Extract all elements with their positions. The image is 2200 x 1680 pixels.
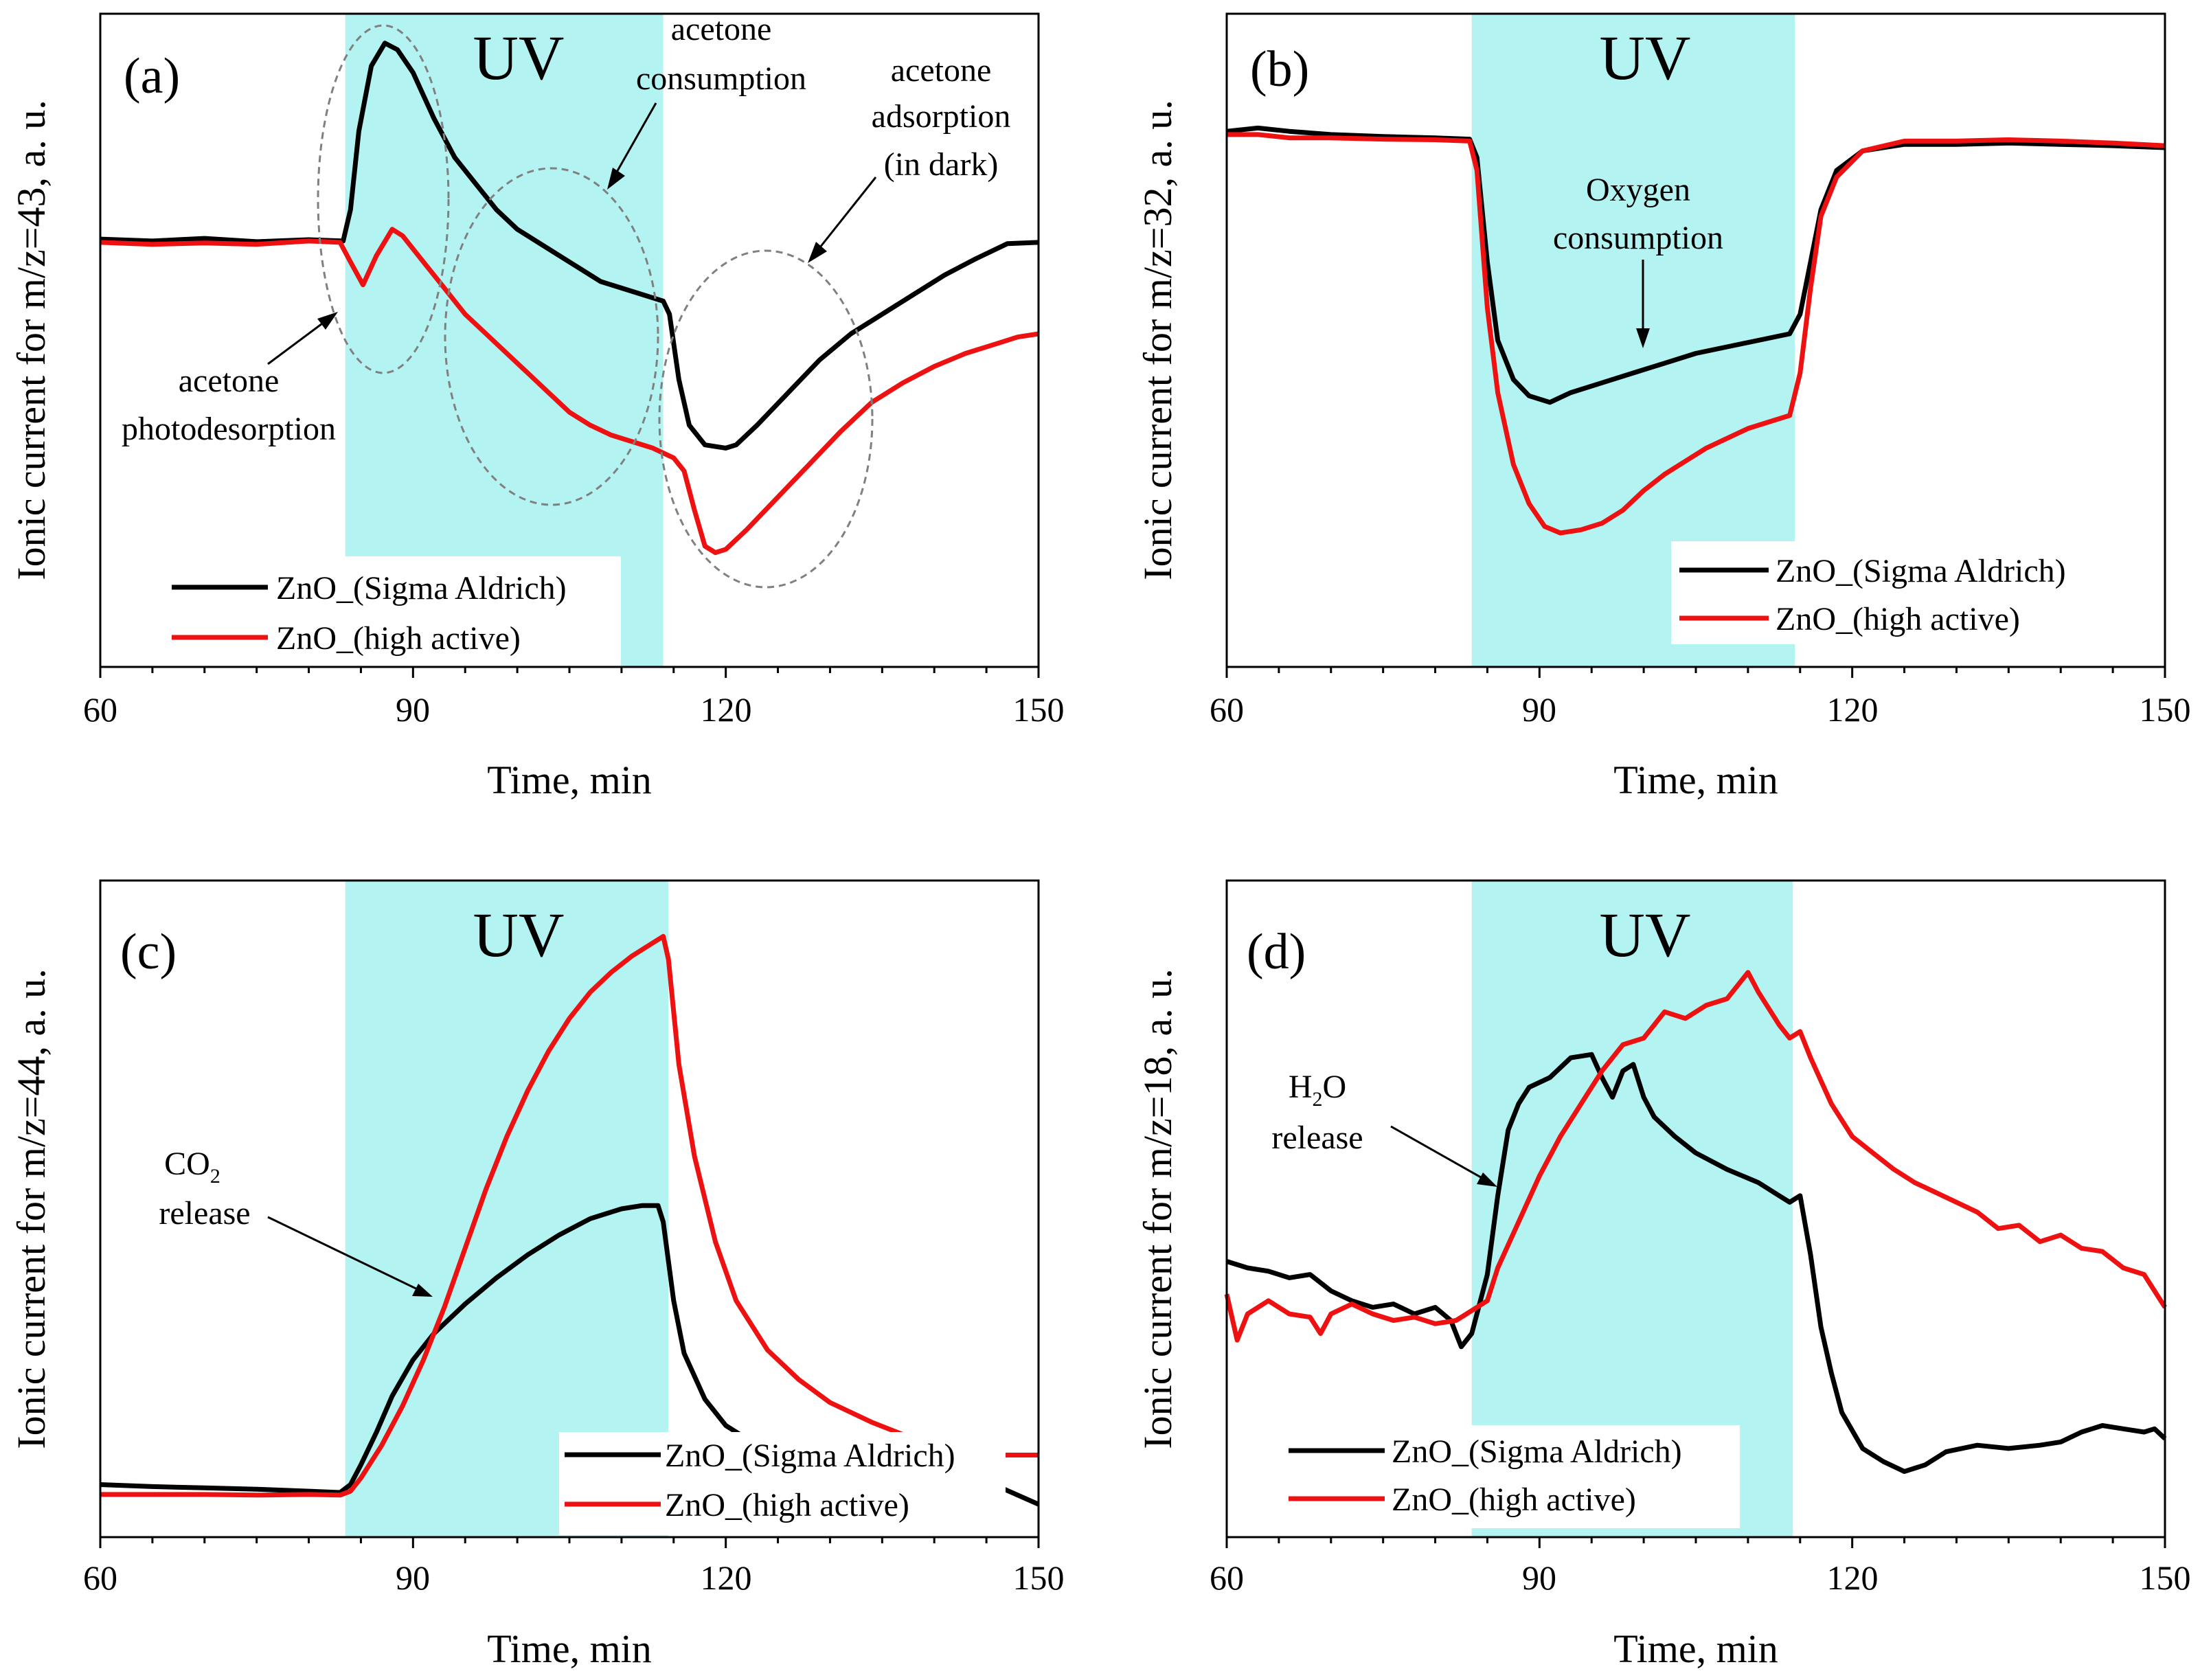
x-ticks-b (1225, 667, 2166, 678)
legend-label-red-d: ZnO_(high active) (1392, 1482, 1636, 1518)
guide-ellipse-consumption (444, 167, 659, 506)
line-high-active-b (1227, 132, 2166, 536)
arrow-adsorption (810, 177, 877, 258)
legend-label-black-d: ZnO_(Sigma Aldrich) (1392, 1433, 1682, 1470)
x-axis-title-a: Time, min (487, 758, 652, 802)
tick-label-a-60: 60 (83, 690, 117, 729)
tick-label-a-90: 90 (396, 690, 430, 729)
x-ticks-c (99, 1537, 1040, 1548)
legend-label-red-b: ZnO_(high active) (1776, 601, 2020, 637)
y-axis-title-d: Ionic current for m/z=18, a. u. (1135, 968, 1180, 1449)
annot-consumption-1: acetone (671, 11, 772, 47)
panel-label-c: (c) (120, 924, 177, 980)
panel-d: UV (d) H2O release ZnO_(Sigma Aldrich) Z… (1135, 879, 2191, 1671)
tick-label-c-60: 60 (83, 1558, 117, 1597)
arrow-head-co2 (412, 1284, 433, 1297)
y-axis-title-a: Ionic current for m/z=43, a. u. (9, 100, 54, 580)
x-axis-title-b: Time, min (1613, 758, 1778, 802)
uv-label-a: UV (473, 23, 565, 93)
legend-label-black-c: ZnO_(Sigma Aldrich) (665, 1438, 955, 1474)
panel-label-a: (a) (124, 48, 180, 104)
legend-label-black-a: ZnO_(Sigma Aldrich) (276, 570, 567, 606)
tick-label-b-120: 120 (1827, 690, 1879, 729)
legend-d (1283, 1425, 1740, 1528)
panel-label-d: (d) (1247, 924, 1306, 980)
legend-label-red-c: ZnO_(high active) (665, 1487, 909, 1523)
arrow-head-adsorption (808, 242, 827, 263)
annot-adsorption-1: acetone (891, 52, 992, 89)
uv-label-b: UV (1600, 23, 1691, 93)
panel-b: UV (b) Oxygen consumption ZnO_(Sigma Ald… (1135, 12, 2191, 802)
line-high-active-d (1224, 970, 2167, 1343)
tick-label-a-150: 150 (1013, 690, 1065, 729)
tick-label-b-90: 90 (1522, 690, 1556, 729)
line-high-active-a (100, 227, 1039, 556)
legend-a (159, 556, 621, 666)
panel-a: UV (a) acetone photodesorption acetone c… (9, 11, 1065, 802)
annot-photodesorption-2: photodesorption (122, 411, 336, 447)
x-axis-title-d: Time, min (1613, 1626, 1778, 1671)
line-sigma-aldrich-a (100, 41, 1039, 451)
annot-co2-sub: 2 (210, 1165, 220, 1188)
annot-consumption-2: consumption (636, 60, 806, 97)
annot-h2o-sub: 2 (1313, 1088, 1323, 1111)
annot-oxygen-2: consumption (1553, 220, 1723, 256)
tick-label-d-150: 150 (2140, 1558, 2191, 1597)
tick-label-c-150: 150 (1013, 1558, 1065, 1597)
annot-h2o-1: H2O (1289, 1069, 1346, 1111)
tick-label-a-120: 120 (701, 690, 752, 729)
y-axis-title-c: Ionic current for m/z=44, a. u. (9, 968, 54, 1449)
legend-c (559, 1432, 1006, 1535)
tick-label-d-60: 60 (1210, 1558, 1244, 1597)
arrow-consumption (609, 102, 657, 185)
line-sigma-aldrich-d (1225, 1052, 2167, 1474)
arrow-head-photodesorption (317, 312, 338, 330)
guide-ellipse-adsorption (658, 249, 874, 589)
arrow-head-h2o (1477, 1172, 1497, 1187)
tick-label-b-150: 150 (2140, 690, 2191, 729)
tick-label-d-120: 120 (1827, 1558, 1879, 1597)
annot-co2-1: CO2 (164, 1146, 220, 1188)
x-axis-title-c: Time, min (487, 1626, 652, 1671)
annot-co2-main: CO (164, 1146, 210, 1182)
x-ticks-a (99, 667, 1040, 678)
annot-h2o-main: H (1289, 1069, 1313, 1105)
annot-h2o-2: release (1271, 1120, 1363, 1156)
arrow-head-oxygen (1636, 328, 1650, 348)
annot-h2o-suffix: O (1323, 1069, 1347, 1105)
y-axis-title-b: Ionic current for m/z=32, a. u. (1135, 100, 1180, 580)
x-ticks-d (1225, 1537, 2166, 1548)
panel-c: UV (c) CO2 release ZnO_(Sigma Aldrich) Z… (9, 879, 1065, 1671)
legend-label-red-a: ZnO_(high active) (276, 620, 521, 657)
tick-label-c-120: 120 (701, 1558, 752, 1597)
tick-label-b-60: 60 (1210, 690, 1244, 729)
arrow-head-consumption (607, 168, 625, 190)
annot-photodesorption-1: acetone (179, 363, 280, 399)
tick-label-d-90: 90 (1522, 1558, 1556, 1597)
arrow-h2o (1390, 1125, 1491, 1184)
annot-oxygen-1: Oxygen (1586, 172, 1690, 208)
annot-adsorption-2: adsorption (872, 98, 1011, 135)
uv-label-d: UV (1600, 900, 1691, 970)
annot-adsorption-3: (in dark) (884, 146, 999, 183)
line-high-active-c (100, 933, 1039, 1498)
annot-co2-2: release (159, 1195, 250, 1231)
panel-label-b: (b) (1250, 41, 1309, 98)
legend-b (1671, 541, 2118, 644)
legend-label-black-b: ZnO_(Sigma Aldrich) (1776, 553, 2066, 589)
guide-ellipse-photodesorption (317, 24, 450, 374)
uv-label-c: UV (473, 900, 565, 970)
tick-label-c-90: 90 (396, 1558, 430, 1597)
arrow-co2 (267, 1216, 427, 1295)
